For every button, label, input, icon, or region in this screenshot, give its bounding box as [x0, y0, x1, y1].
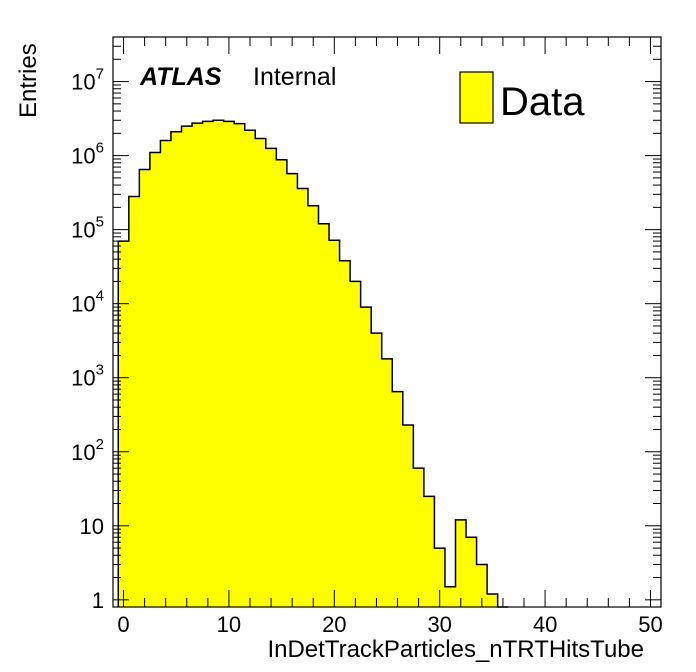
legend-swatch-data [459, 71, 494, 124]
y-tick-label: 106 [71, 140, 104, 169]
histogram-bar [297, 188, 309, 607]
y-tick-label: 10 [80, 514, 104, 539]
x-tick-label: 10 [217, 612, 241, 637]
histogram-bar [244, 130, 256, 607]
x-tick-label: 20 [322, 612, 346, 637]
x-tick-label: 50 [638, 612, 662, 637]
x-axis-ticks [123, 37, 651, 607]
histogram-bar [181, 126, 193, 608]
histogram-bar [444, 586, 456, 607]
y-axis-title: Entries [15, 43, 42, 118]
histogram-bar [202, 121, 214, 607]
x-tick-label: 0 [117, 612, 129, 637]
histogram-bar [128, 196, 140, 608]
y-tick-label: 1 [92, 588, 104, 613]
atlas-status-label: Internal [253, 63, 336, 91]
x-tick-label: 30 [427, 612, 451, 637]
histogram-bar [192, 123, 203, 608]
histogram-bars [118, 120, 499, 608]
histogram-bar [339, 260, 351, 607]
x-tick-labels: 0 10 20 30 40 50 [117, 612, 662, 637]
histogram-bar [402, 424, 414, 607]
histogram-bar [234, 123, 246, 607]
histogram-bar [371, 333, 383, 607]
histogram-bar [149, 152, 161, 607]
histogram-bar [487, 593, 499, 607]
histogram-bar [413, 468, 425, 607]
histogram-bar [318, 223, 330, 607]
histogram-bar [455, 519, 467, 607]
histogram-bar [265, 148, 277, 607]
histogram-bar [350, 281, 362, 607]
histogram-bar [276, 159, 288, 607]
histogram-bar [434, 548, 446, 607]
histogram-bar [213, 120, 225, 607]
histogram-bar [329, 240, 340, 607]
histogram-bar [307, 205, 319, 607]
histogram-bar [476, 564, 488, 607]
histogram-bar [170, 131, 182, 607]
y-tick-labels: 1 10 102 103 104 105 106 107 [71, 66, 104, 613]
y-tick-label: 105 [71, 214, 104, 243]
histogram-bar [360, 307, 372, 607]
histogram-bar [160, 140, 172, 607]
atlas-label: ATLAS [139, 63, 222, 91]
x-axis-title: InDetTrackParticles_nTRTHitsTube [267, 636, 644, 663]
y-tick-label: 102 [71, 436, 104, 465]
y-tick-label: 107 [71, 66, 104, 95]
legend: Data [459, 71, 585, 124]
y-tick-label: 103 [71, 362, 104, 391]
histogram-bar [423, 496, 435, 607]
histogram-bar [139, 169, 151, 607]
histogram-bar [223, 121, 235, 607]
legend-label-data: Data [500, 80, 585, 124]
plot-frame [112, 36, 662, 608]
y-axis-ticks [113, 36, 661, 601]
histogram-bar [118, 241, 130, 608]
x-tick-label: 40 [533, 612, 557, 637]
histogram-bar [255, 138, 267, 607]
histogram-outline [117, 119, 509, 608]
histogram-bar [466, 537, 477, 607]
histogram-bar [392, 391, 404, 607]
histogram-bar [286, 173, 298, 607]
y-tick-label: 104 [71, 288, 104, 317]
histogram-bar [381, 358, 393, 607]
